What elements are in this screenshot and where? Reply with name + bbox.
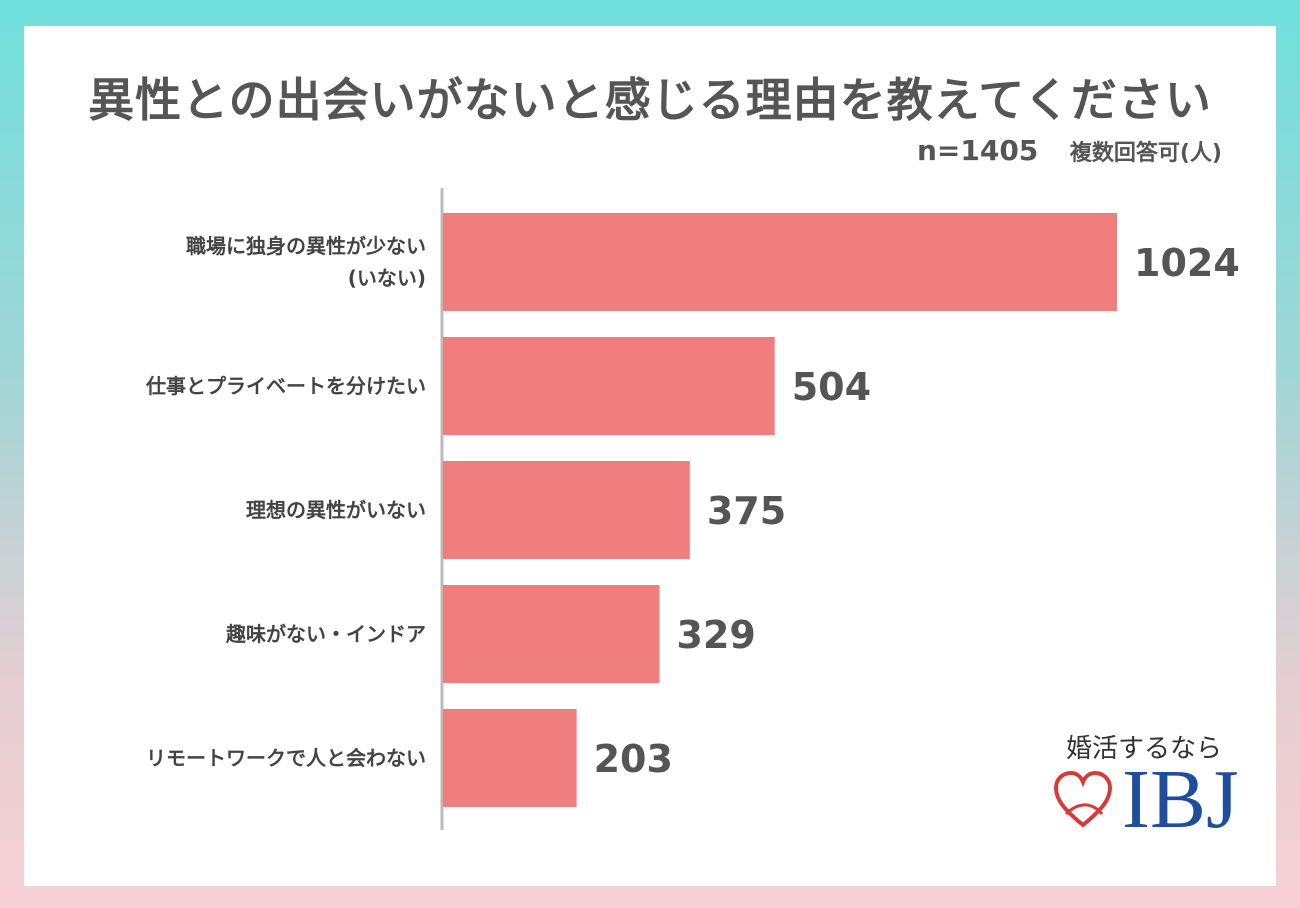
ibj-logo: 婚活するなら IBJ — [1040, 728, 1250, 868]
category-label-1: 仕事とプライベートを分けたい — [145, 374, 426, 398]
value-label-0: 1024 — [1134, 241, 1240, 285]
logo-tagline: 婚活するなら — [1066, 734, 1223, 764]
bar-2 — [443, 461, 690, 559]
bar-3 — [443, 585, 660, 683]
category-label-4: リモートワークで人と会わない — [146, 746, 426, 770]
category-label-0-line-1: (いない) — [348, 266, 426, 290]
logo-brand: IBJ — [1122, 753, 1239, 846]
value-label-3: 329 — [677, 613, 756, 657]
value-label-1: 504 — [792, 365, 871, 409]
bar-0 — [443, 213, 1117, 311]
bar-4 — [443, 709, 577, 807]
sample-size: n=1405 — [916, 134, 1039, 167]
chart-meta: n=1405 複数回答可(人) — [917, 134, 1222, 167]
value-label-4: 203 — [594, 737, 673, 781]
category-label-3: 趣味がない・インドア — [225, 622, 426, 646]
category-label-2: 理想の異性がいない — [246, 498, 426, 522]
category-label-0-line-0: 職場に独身の異性が少ない — [186, 234, 426, 258]
value-label-2: 375 — [707, 489, 786, 533]
bar-1 — [443, 337, 775, 435]
chart-title: 異性との出会いがないと感じる理由を教えてください — [88, 73, 1212, 127]
heart-icon — [1053, 770, 1113, 828]
multi-answer-note: 複数回答可(人) — [1069, 141, 1222, 166]
chart-card — [24, 26, 1276, 886]
